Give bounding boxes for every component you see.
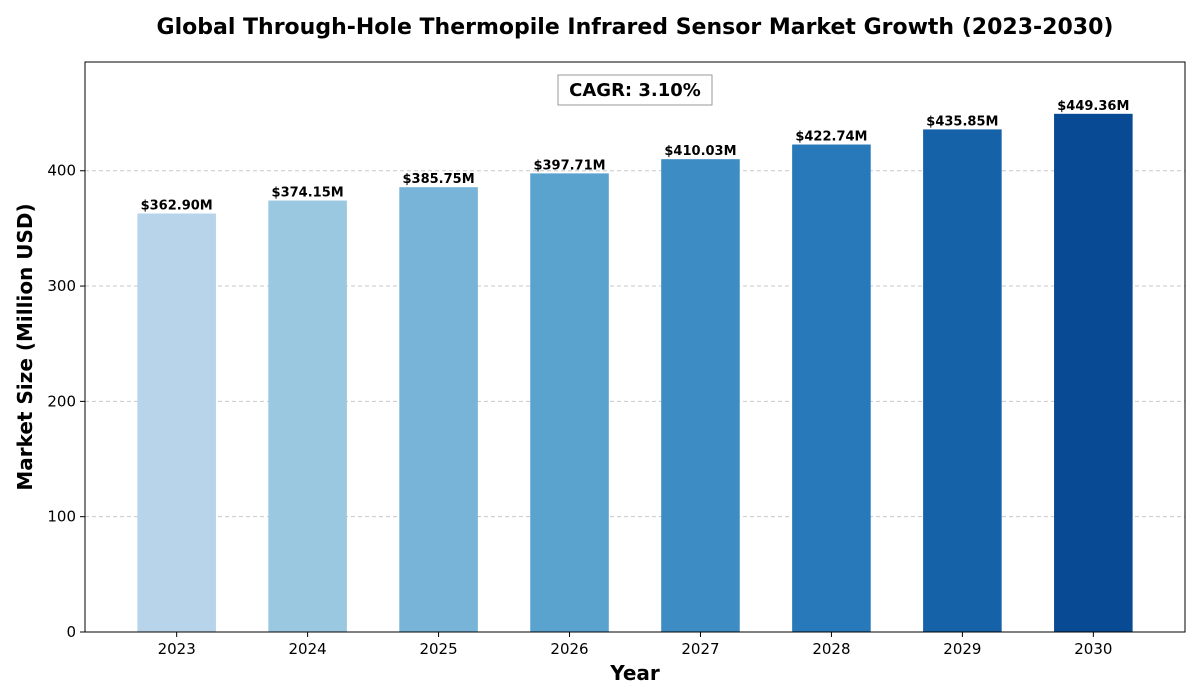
y-tick-label: 0 (66, 623, 76, 641)
data-label: $374.15M (272, 186, 344, 201)
data-label: $397.71M (533, 158, 605, 173)
data-labels: $362.90M $374.15M $385.75M $397.71M $410.03M… (141, 99, 1130, 214)
cagr-text: CAGR: 3.10% (569, 80, 701, 101)
grid-lines (85, 170, 1185, 518)
data-label: $422.74M (795, 130, 867, 145)
x-tick-label: 2030 (1074, 640, 1112, 658)
data-label: $410.03M (664, 144, 736, 159)
x-tick-label: 2027 (681, 640, 719, 658)
x-axis-label: Year (609, 661, 660, 685)
bar-2026 (530, 173, 609, 632)
plot-area-frame (84, 61, 1186, 633)
bars (137, 113, 1133, 633)
x-axis-ticks: 2023 2024 2025 2026 2027 2028 2029 2030 (158, 632, 1112, 658)
cagr-box (557, 74, 713, 106)
x-tick-label: 2025 (419, 640, 457, 658)
y-axis-ticks: 0 100 200 300 400 (47, 162, 85, 641)
bar-2023 (137, 213, 216, 632)
x-tick-label: 2026 (550, 640, 588, 658)
x-tick-label: 2029 (943, 640, 981, 658)
data-label: $362.90M (141, 199, 213, 214)
y-tick-label: 200 (47, 392, 76, 410)
bar-2025 (399, 187, 478, 632)
bar-2027 (661, 159, 740, 632)
y-tick-label: 400 (47, 162, 76, 180)
data-label: $449.36M (1057, 99, 1129, 114)
chart-title: Global Through-Hole Thermopile Infrared … (157, 15, 1114, 40)
y-tick-label: 100 (47, 508, 76, 526)
x-tick-label: 2023 (158, 640, 196, 658)
bar-2029 (923, 129, 1002, 633)
x-tick-label: 2024 (289, 640, 327, 658)
x-tick-label: 2028 (812, 640, 850, 658)
y-axis-label: Market Size (Million USD) (13, 203, 37, 490)
cagr-annotation: CAGR: 3.10% (557, 74, 713, 106)
data-label: $435.85M (926, 114, 998, 129)
bar-2030 (1054, 113, 1133, 632)
y-tick-label: 300 (47, 277, 76, 295)
bar-2028 (792, 144, 871, 633)
bar-2024 (268, 200, 347, 632)
data-label: $385.75M (402, 172, 474, 187)
